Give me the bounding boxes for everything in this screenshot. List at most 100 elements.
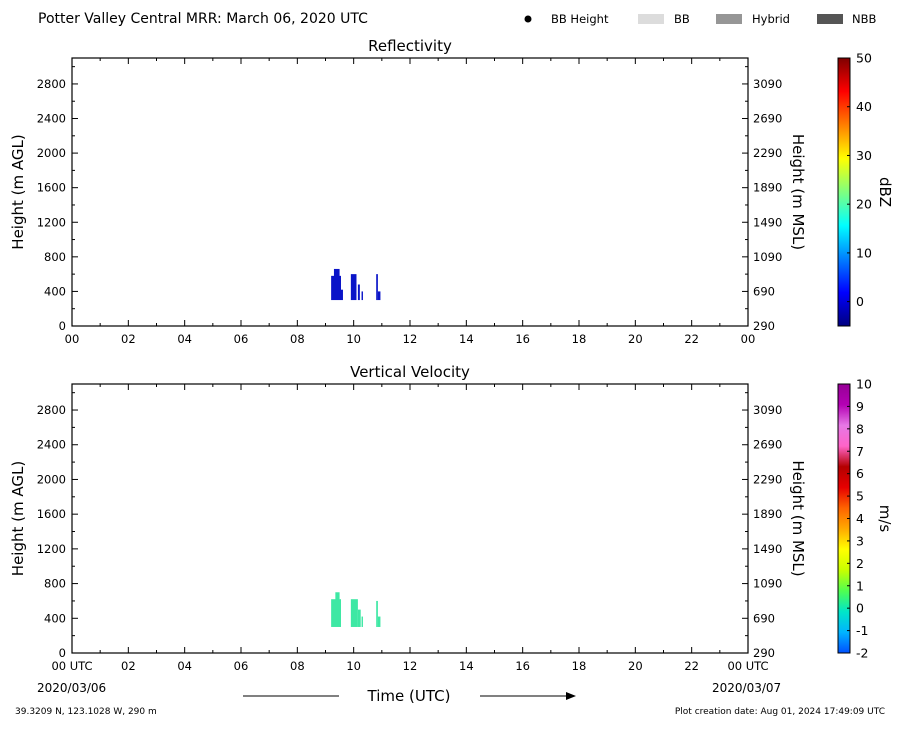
panel-title: Reflectivity [368, 37, 452, 55]
x-tick-label: 12 [403, 332, 418, 346]
data-cell [376, 274, 378, 301]
y-tick-label: 0 [59, 319, 66, 333]
x-tick-label: 10 [346, 332, 361, 346]
legend-swatch [638, 14, 664, 24]
y2-tick-label: 290 [753, 319, 775, 333]
y-tick-label: 1600 [37, 181, 66, 195]
colorbar-tick-label: 10 [856, 377, 872, 392]
data-cell [350, 274, 357, 301]
creation-date-label: Plot creation date: Aug 01, 2024 17:49:0… [675, 707, 885, 717]
x-tick-label: 16 [515, 332, 530, 346]
y-tick-label: 1600 [37, 507, 66, 521]
data-cell [333, 268, 340, 278]
x-tick-label: 06 [234, 332, 249, 346]
y-axis-label: Height (m AGL) [9, 134, 27, 249]
colorbar-tick-label: 1 [856, 578, 864, 593]
colorbar-tick-label: 2 [856, 556, 864, 571]
colorbar-tick-label: -2 [856, 646, 868, 661]
data-cell [361, 616, 363, 627]
colorbar-tick-label: 40 [856, 99, 872, 114]
x-tick-label: 02 [121, 659, 136, 673]
y-tick-label: 800 [44, 577, 66, 591]
data-cell [350, 599, 358, 627]
x-tick-label: 22 [684, 659, 699, 673]
colorbar-tick-label: 3 [856, 533, 864, 548]
y2-tick-label: 1090 [753, 250, 782, 264]
y-tick-label: 2800 [37, 403, 66, 417]
time-arrow-head-icon [566, 692, 576, 700]
y-axis-label: Height (m AGL) [9, 461, 27, 576]
colorbar-tick-label: 9 [856, 399, 864, 414]
legend-swatch [716, 14, 742, 24]
start-date-label: 2020/03/06 [37, 681, 106, 695]
x-tick-label: 14 [459, 332, 474, 346]
y-tick-label: 2400 [37, 112, 66, 126]
x-tick-label: 04 [177, 332, 192, 346]
x-tick-label: 00 UTC [51, 659, 92, 673]
legend-dot-icon [524, 15, 532, 23]
y-tick-label: 2000 [37, 146, 66, 160]
y-tick-label: 1200 [37, 542, 66, 556]
figure-title: Potter Valley Central MRR: March 06, 202… [38, 11, 368, 27]
x-tick-label: 04 [177, 659, 192, 673]
y-tick-label: 400 [44, 284, 66, 298]
data-cell [376, 600, 378, 627]
colorbar-tick-label: 0 [856, 294, 864, 309]
plot-frame [71, 57, 749, 327]
legend-label: BB [674, 12, 690, 26]
colorbar [837, 57, 851, 327]
end-date-label: 2020/03/07 [712, 681, 781, 695]
y2-axis-label: Height (m MSL) [789, 460, 807, 576]
x-tick-label: 16 [515, 659, 530, 673]
x-tick-label: 06 [234, 659, 249, 673]
data-cell [331, 275, 341, 301]
y2-tick-label: 1490 [753, 542, 782, 556]
data-cell [331, 599, 341, 627]
x-tick-label: 22 [684, 332, 699, 346]
y2-tick-label: 1890 [753, 507, 782, 521]
y-tick-label: 2800 [37, 77, 66, 91]
legend-label: NBB [852, 12, 876, 26]
x-tick-label: 20 [628, 659, 643, 673]
legend-label: Hybrid [752, 12, 790, 26]
y2-tick-label: 3090 [753, 77, 782, 91]
colorbar-tick-label: 20 [856, 197, 872, 212]
x-tick-label: 00 [741, 332, 756, 346]
data-cell [357, 609, 361, 627]
colorbar-tick-label: 10 [856, 245, 872, 260]
colorbar-tick-label: 5 [856, 489, 864, 504]
colorbar-tick-label: -1 [856, 623, 868, 638]
x-tick-label: 10 [346, 659, 361, 673]
y2-tick-label: 2690 [753, 112, 782, 126]
y-tick-label: 400 [44, 611, 66, 625]
x-tick-label: 14 [459, 659, 474, 673]
x-tick-label: 18 [572, 332, 587, 346]
y-tick-label: 2000 [37, 472, 66, 486]
y2-tick-label: 1490 [753, 215, 782, 229]
y2-tick-label: 290 [753, 646, 775, 660]
y2-axis-label: Height (m MSL) [789, 134, 807, 250]
plot-frame [71, 383, 749, 654]
panel-title: Vertical Velocity [350, 363, 470, 381]
y2-tick-label: 1090 [753, 577, 782, 591]
y-tick-label: 0 [59, 646, 66, 660]
colorbar-label: dBZ [876, 177, 894, 207]
y2-tick-label: 2290 [753, 146, 782, 160]
colorbar-tick-label: 6 [856, 466, 864, 481]
y2-tick-label: 3090 [753, 403, 782, 417]
location-label: 39.3209 N, 123.1028 W, 290 m [15, 707, 157, 717]
legend-label: BB Height [551, 12, 609, 26]
colorbar-tick-label: 4 [856, 511, 864, 526]
y2-tick-label: 690 [753, 611, 775, 625]
colorbar-tick-label: 50 [856, 51, 872, 66]
legend: BB Height BB Hybrid NBB [524, 12, 876, 26]
data-cell [361, 291, 363, 301]
x-tick-label: 00 UTC [727, 659, 768, 673]
x-tick-label: 20 [628, 332, 643, 346]
x-tick-label: 08 [290, 332, 305, 346]
colorbar-tick-label: 7 [856, 444, 864, 459]
data-cell [335, 592, 340, 601]
